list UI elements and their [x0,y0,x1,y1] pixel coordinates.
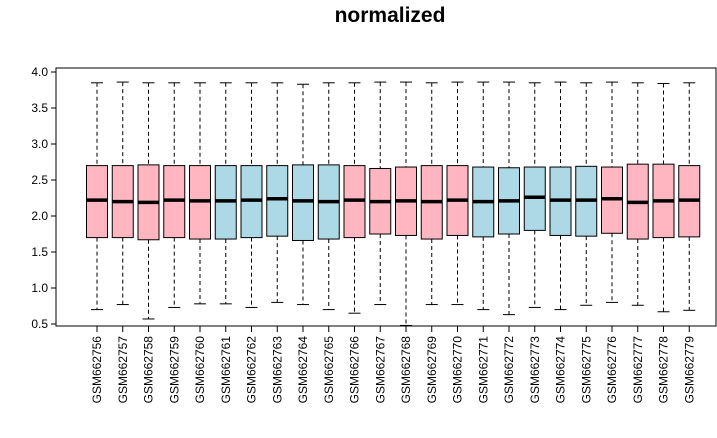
box-GSM662761 [214,82,237,305]
x-tick-label: GSM662770 [451,336,465,404]
box-GSM662774 [549,81,572,311]
box-iqr [292,164,314,241]
box-GSM662775 [575,82,598,306]
box-GSM662759 [163,82,186,308]
x-tick-label: GSM662756 [90,336,104,404]
x-tick-label: GSM662759 [167,336,181,404]
box-GSM662763 [266,82,289,303]
x-tick-label: GSM662778 [657,336,671,404]
x-tick-label: GSM662769 [425,336,439,404]
x-tick-label: GSM662776 [605,336,619,404]
x-tick-label: GSM662761 [219,336,233,404]
x-tick-label: GSM662773 [528,336,542,404]
box-GSM662769 [420,82,443,306]
box-GSM662760 [189,82,211,305]
y-axis: 0.5 1.0 1.5 2.0 2.5 3.0 3.5 4.0 [31,65,56,331]
box-iqr [266,165,289,237]
x-tick-label: GSM662763 [270,336,284,404]
x-tick-label: GSM662775 [579,336,593,404]
box-GSM662768 [395,81,417,326]
box-GSM662766 [343,82,366,314]
box-GSM662778 [652,83,675,313]
x-tick-label: GSM662757 [116,336,130,404]
y-tick-label: 3.5 [31,101,48,115]
x-tick-label: GSM662772 [502,336,516,404]
y-tick-label: 3.0 [31,137,48,151]
x-tick-label: GSM662767 [373,336,387,404]
box-GSM662762 [240,82,263,308]
box-GSM662777 [626,82,649,306]
x-tick-label: GSM662762 [245,336,259,404]
box-GSM662758 [137,82,160,320]
box-GSM662764 [292,83,314,306]
boxplot-series [86,81,701,326]
box-GSM662765 [317,82,340,311]
x-axis-labels: GSM662756 GSM662757 GSM662758 GSM662759 GSM6… [90,326,696,403]
box-GSM662773 [523,82,546,308]
chart-title: normalized [334,4,446,27]
x-tick-label: GSM662771 [476,336,490,404]
x-tick-label: GSM662777 [631,336,645,404]
x-tick-label: GSM662758 [142,336,156,404]
y-tick-label: 2.0 [31,209,48,223]
box-GSM662767 [369,81,392,306]
x-tick-label: GSM662768 [399,336,413,404]
y-tick-label: 2.5 [31,173,48,187]
y-tick-label: 4.0 [31,65,48,79]
plot-frame [55,67,717,327]
box-GSM662779 [678,82,701,311]
box-GSM662756 [86,82,108,311]
y-tick-label: 0.5 [31,317,48,331]
x-tick-label: GSM662779 [682,336,696,404]
x-tick-label: GSM662766 [348,336,362,404]
x-tick-label: GSM662774 [554,336,568,404]
box-GSM662771 [472,81,495,311]
y-tick-label: 1.5 [31,245,48,259]
x-tick-label: GSM662760 [193,336,207,404]
box-GSM662757 [111,81,134,306]
box-GSM662772 [498,81,520,316]
y-tick-label: 1.0 [31,281,48,295]
x-tick-label: GSM662764 [296,336,310,404]
box-GSM662776 [601,81,623,303]
box-GSM662770 [446,81,469,306]
x-tick-label: GSM662765 [322,336,336,404]
